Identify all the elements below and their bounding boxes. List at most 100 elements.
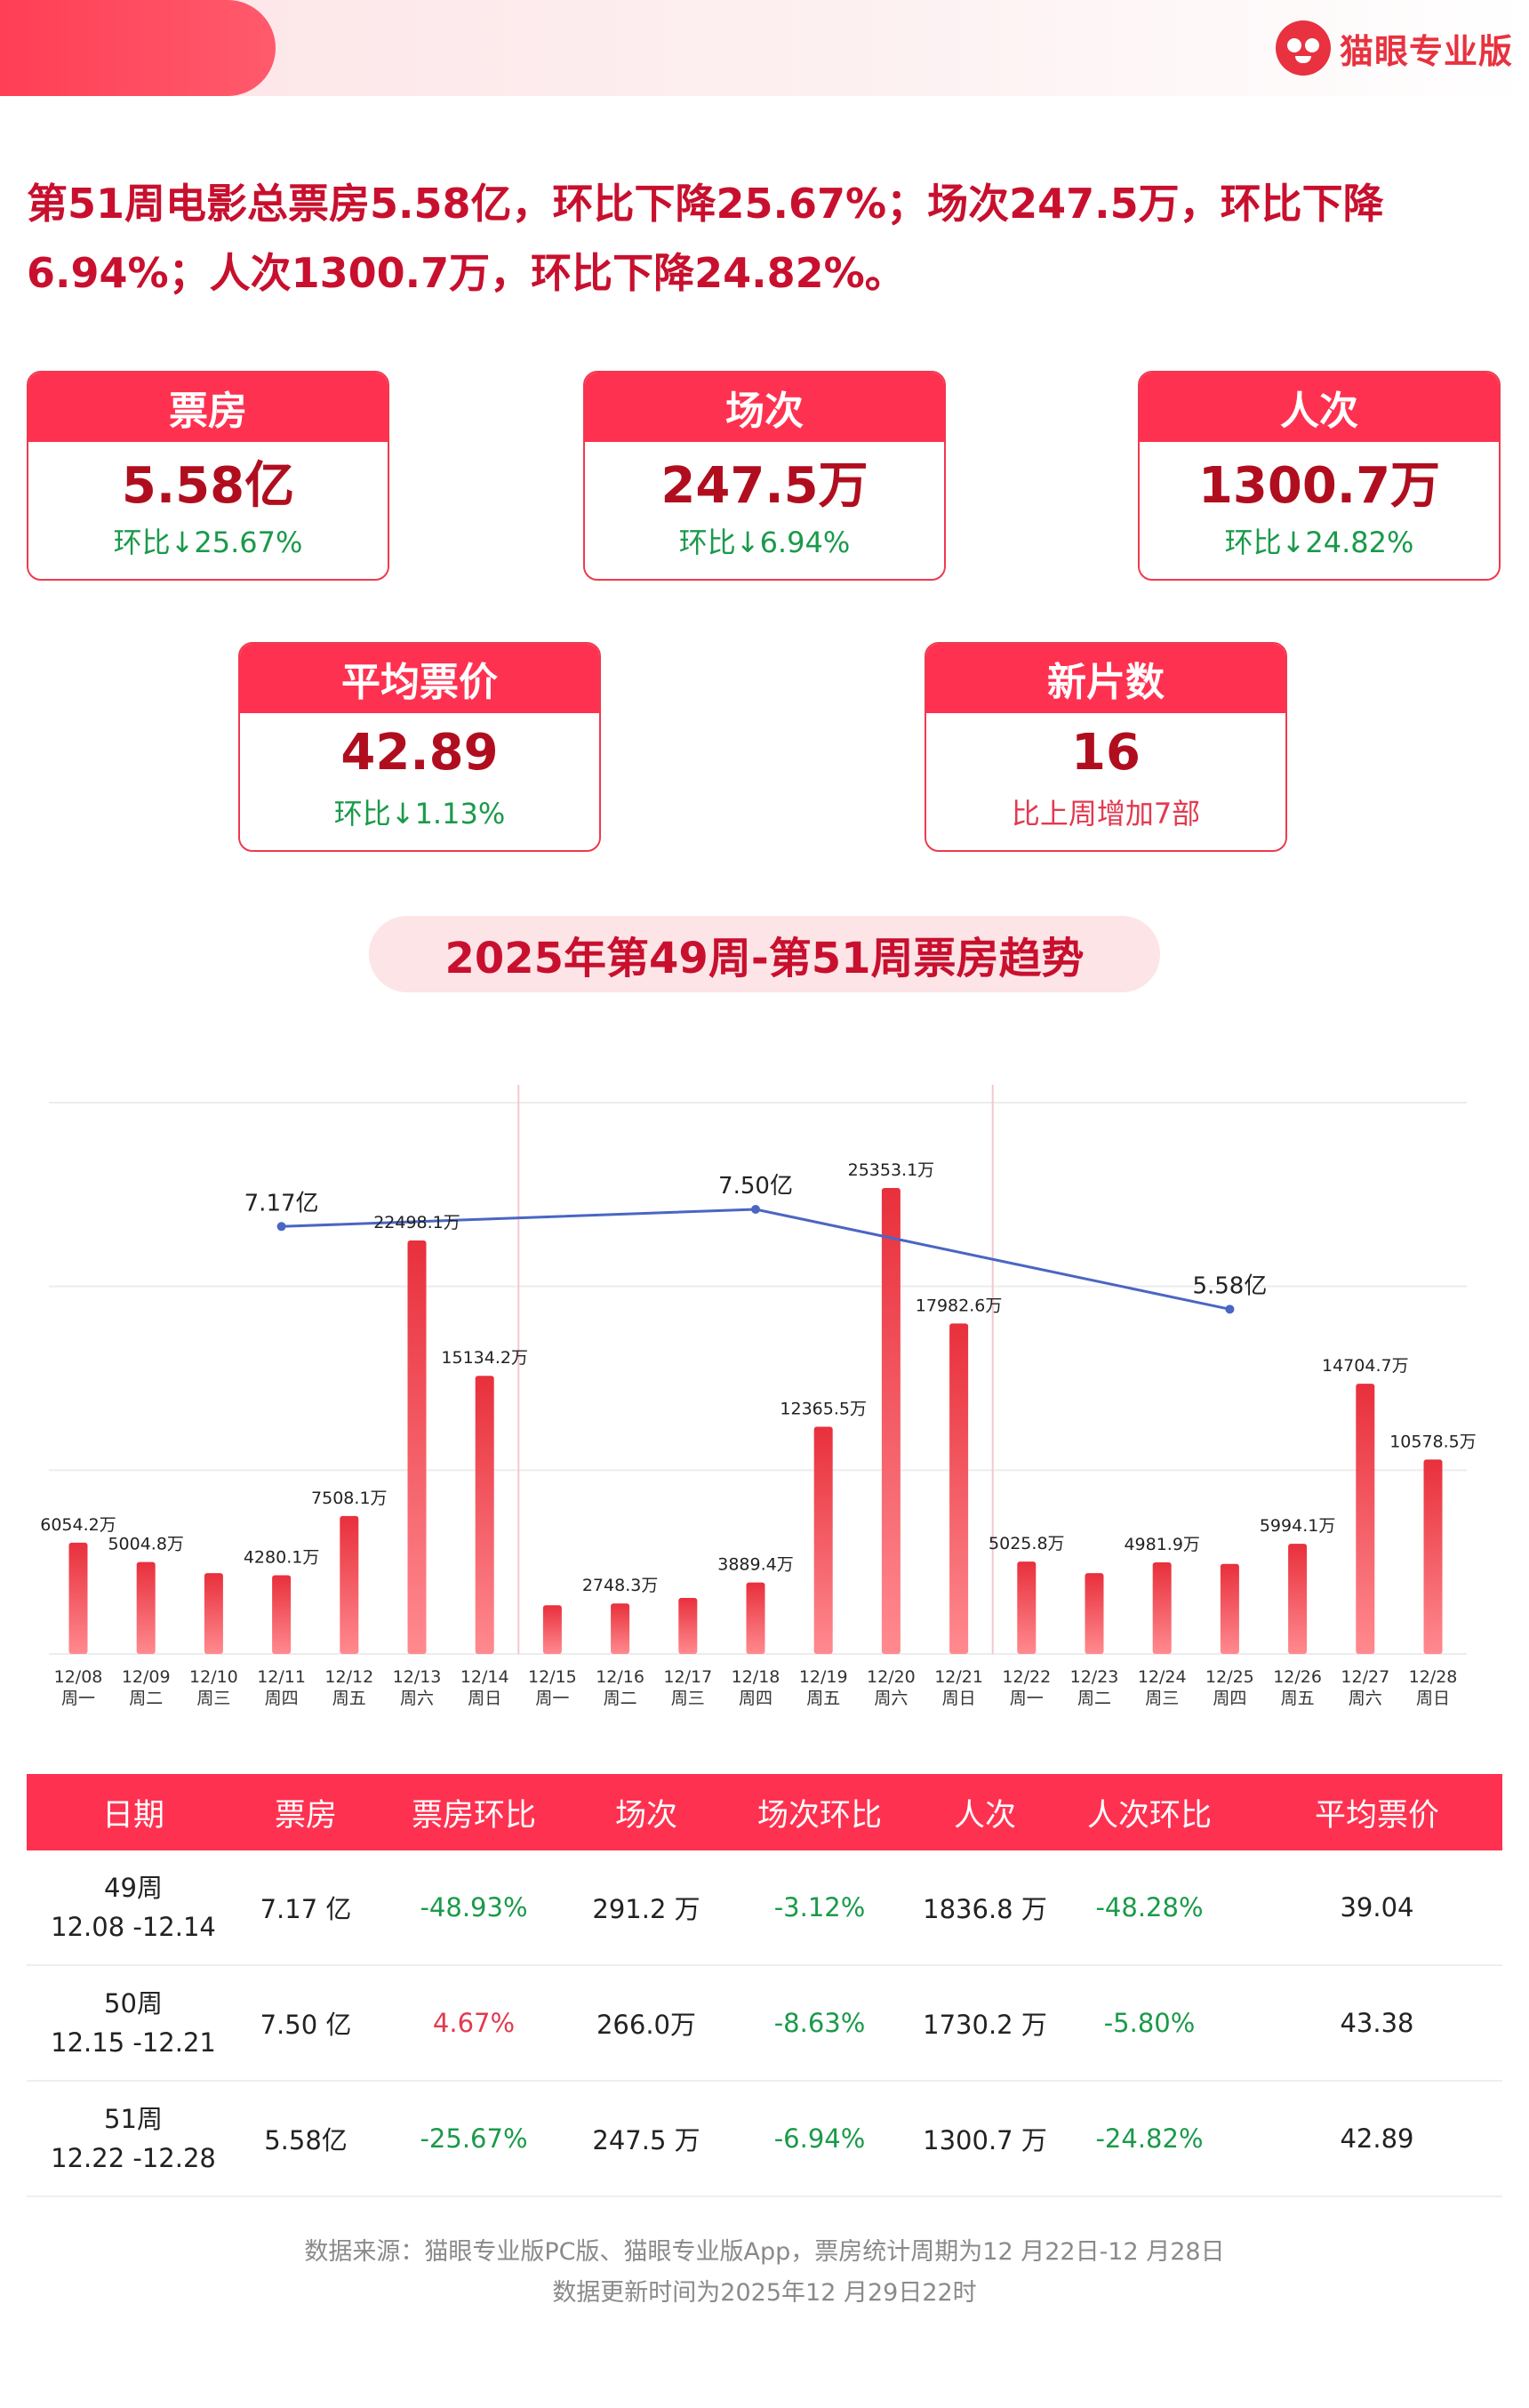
avg-price-cell: 39.04 — [1340, 1892, 1414, 1922]
brand-name: 猫眼专业版 — [1339, 31, 1513, 71]
card-title: 场次 — [585, 373, 944, 442]
card-boxoffice: 票房 5.58亿 环比↓25.67% — [27, 371, 389, 581]
adm-change-cell: -5.80% — [1103, 2008, 1196, 2038]
footer-update-time: 数据更新时间为2025年12 月29日22时 — [552, 2279, 977, 2307]
card-title: 新片数 — [926, 644, 1285, 713]
card-value: 16 — [1071, 723, 1141, 782]
adm-change-cell: -48.28% — [1095, 1892, 1204, 1922]
card-title: 平均票价 — [240, 644, 599, 713]
x-tick-weekday: 周日 — [1416, 1689, 1450, 1708]
footer-source: 数据来源：猫眼专业版PC版、猫眼专业版App，票房统计周期为12 月22日-12… — [304, 2238, 1225, 2266]
x-tick-date: 12/28 — [1409, 1667, 1458, 1687]
x-tick-weekday: 周一 — [61, 1689, 95, 1708]
adm-change-cell: -24.82% — [1095, 2123, 1204, 2154]
brand: 猫眼专业版 — [1275, 20, 1513, 76]
avg-price-cell: 42.89 — [1340, 2123, 1414, 2154]
table-row: 50周 12.15 -12.21 7.50 亿 4.67% 266.0万 -8.6… — [27, 1966, 1502, 2082]
date-cell: 49周 12.08 -12.14 — [27, 1868, 240, 1946]
bar-value-label: 6054.2万 — [40, 1515, 116, 1535]
trend-title: 2025年第49周-第51周票房趋势 — [369, 916, 1160, 992]
top-banner: 猫眼专业版 — [0, 0, 1529, 96]
card-change: 比上周增加7部 — [1011, 797, 1201, 831]
week-label: 49周 — [104, 1873, 163, 1903]
bar — [1152, 1562, 1172, 1654]
bar-value-label: 5025.8万 — [989, 1534, 1064, 1553]
x-tick-date: 12/18 — [732, 1667, 781, 1687]
date-range: 12.08 -12.14 — [51, 1912, 216, 1942]
x-tick-weekday: 周六 — [400, 1689, 434, 1708]
bar — [204, 1573, 223, 1654]
card-change: 环比↓24.82% — [1224, 526, 1414, 559]
date-cell: 50周 12.15 -12.21 — [27, 1984, 240, 2062]
bar — [542, 1605, 562, 1654]
header-cell: 人次 — [953, 1797, 1016, 1834]
x-tick-date: 12/27 — [1341, 1667, 1389, 1687]
bar — [746, 1582, 765, 1654]
shows-change-cell: -6.94% — [773, 2123, 866, 2154]
card-value: 5.58亿 — [121, 456, 295, 515]
x-tick-date: 12/25 — [1205, 1667, 1254, 1687]
bo-change-cell: 4.67% — [432, 2008, 516, 2038]
x-tick-date: 12/20 — [867, 1667, 916, 1687]
x-tick-date: 12/21 — [934, 1667, 983, 1687]
headline-line-2: 6.94%；人次1300.7万，环比下降24.82%。 — [27, 249, 906, 297]
admissions-cell: 1836.8 万 — [923, 1894, 1047, 1924]
card-change: 环比↓25.67% — [113, 526, 303, 559]
x-tick-weekday: 周二 — [129, 1689, 163, 1708]
bar-value-label: 14704.7万 — [1322, 1356, 1409, 1376]
bar — [1017, 1561, 1037, 1654]
bar-value-label: 5994.1万 — [1260, 1516, 1335, 1536]
card-title: 票房 — [28, 373, 388, 442]
date-range: 12.22 -12.28 — [51, 2143, 216, 2173]
x-tick-date: 12/19 — [799, 1667, 848, 1687]
trend-value-label: 7.50亿 — [718, 1173, 793, 1200]
maoyan-cat-icon — [1275, 20, 1331, 76]
x-tick-date: 12/08 — [54, 1667, 103, 1687]
x-tick-weekday: 周日 — [942, 1689, 976, 1708]
boxoffice-trend-chart: 6054.2万 12/08 周一 5004.8万 12/09 周二 12/10 周三 4280.… — [40, 1085, 1477, 1708]
trend-point — [276, 1222, 286, 1232]
x-tick-date: 12/24 — [1138, 1667, 1187, 1687]
trend-point — [1225, 1304, 1235, 1314]
header-cell: 平均票价 — [1314, 1797, 1439, 1834]
card-change: 环比↓1.13% — [333, 797, 506, 831]
header-cell: 人次环比 — [1086, 1797, 1212, 1834]
x-tick-date: 12/15 — [528, 1667, 577, 1687]
x-tick-weekday: 周六 — [1349, 1689, 1382, 1708]
card-shows: 场次 247.5万 环比↓6.94% — [583, 371, 946, 581]
boxoffice-cell: 7.50 亿 — [260, 2010, 352, 2040]
header-cell: 票房 — [274, 1797, 337, 1834]
table-row: 51周 12.22 -12.28 5.58亿 -25.67% 247.5 万 -6… — [27, 2082, 1502, 2197]
x-tick-weekday: 周三 — [196, 1689, 230, 1708]
bar — [1085, 1573, 1104, 1654]
bo-change-cell: -48.93% — [420, 1892, 528, 1922]
bar — [1220, 1563, 1239, 1654]
bar — [949, 1323, 969, 1654]
table-header: 日期 票房 票房环比 场次 场次环比 人次 人次环比 平均票价 — [27, 1774, 1502, 1850]
chart-bars — [68, 1188, 1443, 1654]
x-tick-weekday: 周五 — [1281, 1689, 1315, 1708]
card-admissions: 人次 1300.7万 环比↓24.82% — [1138, 371, 1501, 581]
bo-change-cell: -25.67% — [420, 2123, 528, 2154]
card-value: 42.89 — [340, 723, 499, 782]
shows-change-cell: -3.12% — [773, 1892, 866, 1922]
bar-value-label: 22498.1万 — [373, 1213, 460, 1232]
x-tick-date: 12/26 — [1273, 1667, 1322, 1687]
week-label: 51周 — [104, 2104, 163, 2134]
boxoffice-cell: 7.17 亿 — [260, 1894, 352, 1924]
avg-price-cell: 43.38 — [1340, 2008, 1414, 2038]
bar — [881, 1188, 901, 1654]
bar — [611, 1603, 630, 1654]
bar-value-label: 10578.5万 — [1389, 1432, 1477, 1451]
x-tick-weekday: 周一 — [1010, 1689, 1044, 1708]
bar — [1423, 1459, 1443, 1654]
x-tick-weekday: 周四 — [1213, 1689, 1246, 1708]
date-range: 12.15 -12.21 — [51, 2027, 216, 2058]
x-tick-weekday: 周四 — [739, 1689, 773, 1708]
x-tick-weekday: 周四 — [265, 1689, 299, 1708]
footer: 数据来源：猫眼专业版PC版、猫眼专业版App，票房统计周期为12 月22日-12… — [0, 2232, 1529, 2314]
boxoffice-cell: 5.58亿 — [264, 2125, 348, 2155]
bar-value-label: 4981.9万 — [1124, 1535, 1199, 1554]
date-cell: 51周 12.22 -12.28 — [27, 2099, 240, 2178]
chart-labels: 6054.2万 12/08 周一 5004.8万 12/09 周二 12/10 周三 4280.… — [40, 1160, 1477, 1708]
